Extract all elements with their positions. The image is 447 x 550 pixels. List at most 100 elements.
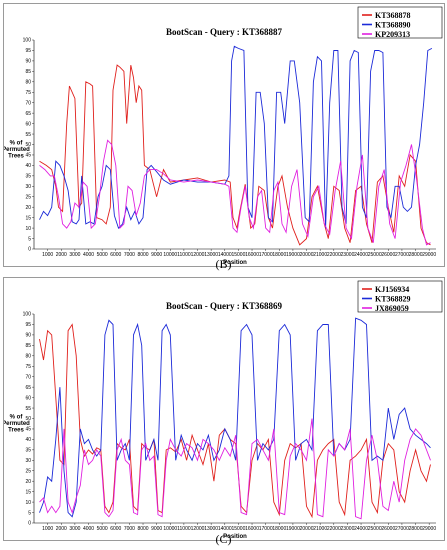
series-line-jx869059 <box>39 418 431 520</box>
legend-box <box>357 6 443 39</box>
x-tick-label: 10000 <box>163 526 177 532</box>
legend-label: KT368829 <box>375 295 411 304</box>
legend-box <box>357 280 443 313</box>
x-tick-label: 24000 <box>354 526 368 532</box>
y-tick-label: 65 <box>25 111 31 117</box>
x-tick-label: 8000 <box>137 526 148 532</box>
x-tick-label: 17000 <box>259 252 273 258</box>
chart-title: BootScan - Query : KT368887 <box>166 27 282 37</box>
bootscan-chart-c: BootScan - Query : KT368869 0 5 10 15 20 25 30 3… <box>4 280 443 540</box>
x-tick-label: 16000 <box>245 252 259 258</box>
x-tick-label: 25000 <box>368 526 382 532</box>
y-tick-label: 25 <box>25 468 31 474</box>
x-tick-label: 18000 <box>272 526 286 532</box>
x-tick-label: 18000 <box>272 252 286 258</box>
x-tick-label: 13000 <box>204 252 218 258</box>
x-tick-label: 28000 <box>409 252 423 258</box>
y-tick-label: 25 <box>25 194 31 200</box>
y-tick-label: 0 <box>28 521 31 527</box>
y-tick-label: 80 <box>25 80 31 86</box>
x-tick-label: 20000 <box>300 252 314 258</box>
y-tick-label: 35 <box>25 174 31 180</box>
x-tick-label: 1000 <box>42 526 53 532</box>
x-tick-label: 22000 <box>327 526 341 532</box>
y-tick-label: 40 <box>25 437 31 443</box>
y-tick-label: 60 <box>25 121 31 127</box>
x-tick-label: 20000 <box>300 526 314 532</box>
y-tick-label: 55 <box>25 406 31 412</box>
y-axis-label: % of Permuted Trees <box>4 415 30 434</box>
y-tick-label: 45 <box>25 427 31 433</box>
y-tick-label: 70 <box>25 100 31 106</box>
x-tick-label: 21000 <box>313 526 327 532</box>
panel-caption: (B) <box>215 257 232 271</box>
x-tick-label: 19000 <box>286 252 300 258</box>
y-tick-label: 100 <box>23 312 32 318</box>
x-tick-label: 15000 <box>231 252 245 258</box>
y-tick-label: 100 <box>23 38 32 44</box>
x-tick-label: 21000 <box>313 252 327 258</box>
series-line-kt368829 <box>39 317 431 518</box>
x-tick-label: 2000 <box>56 252 67 258</box>
y-tick-label: 20 <box>25 479 31 485</box>
panel-b: BootScan - Query : KT368887 0 5 10 15 20 25 30 3… <box>3 3 445 271</box>
y-tick-label: 55 <box>25 132 31 138</box>
y-tick-label: 45 <box>25 153 31 159</box>
x-tick-label: 27000 <box>395 252 409 258</box>
panel-c: BootScan - Query : KT368869 0 5 10 15 20 25 30 3… <box>0 275 447 550</box>
y-tick-label: 10 <box>25 500 31 506</box>
y-tick-label: 0 <box>28 247 31 253</box>
y-tick-label: 90 <box>25 59 31 65</box>
chart-title: BootScan - Query : KT368869 <box>166 301 282 311</box>
x-tick-label: 8000 <box>137 252 148 258</box>
legend-label: KJ156934 <box>375 285 409 294</box>
x-tick-label: 1000 <box>42 252 53 258</box>
x-tick-label: 10000 <box>163 252 177 258</box>
x-tick-label: 19000 <box>286 526 300 532</box>
series-line-kp209313 <box>39 139 431 246</box>
legend-label: KP209313 <box>375 30 410 39</box>
x-tick-label: 22000 <box>327 252 341 258</box>
x-axis-label: Position <box>223 260 247 266</box>
x-tick-label: 4000 <box>83 252 94 258</box>
x-tick-label: 14000 <box>218 526 232 532</box>
x-tick-label: 23000 <box>340 526 354 532</box>
x-tick-label: 29000 <box>422 526 436 532</box>
series-line-kt368878 <box>39 64 431 246</box>
x-tick-label: 24000 <box>354 252 368 258</box>
y-axis-label: % of Permuted Trees <box>4 141 30 160</box>
y-tick-label: 40 <box>25 163 31 169</box>
y-tick-label: 95 <box>25 48 31 54</box>
legend-label: JX869059 <box>375 304 409 313</box>
y-tick-label: 60 <box>25 395 31 401</box>
x-tick-label: 27000 <box>395 526 409 532</box>
y-tick-label: 10 <box>25 226 31 232</box>
x-tick-label: 23000 <box>340 252 354 258</box>
y-tick-label: 50 <box>25 416 31 422</box>
x-tick-label: 9000 <box>151 252 162 258</box>
x-tick-label: 6000 <box>110 526 121 532</box>
x-tick-label: 29000 <box>422 252 436 258</box>
x-tick-label: 26000 <box>381 252 395 258</box>
x-tick-label: 17000 <box>259 526 273 532</box>
legend-label: KT368878 <box>375 11 411 20</box>
x-tick-label: 2000 <box>56 526 67 532</box>
chart-frame: BootScan - Query : KT368869 0 5 10 15 20 25 30 3… <box>3 277 445 541</box>
x-tick-label: 15000 <box>231 526 245 532</box>
x-tick-label: 7000 <box>124 526 135 532</box>
x-tick-label: 3000 <box>69 526 80 532</box>
bootscan-chart-b: BootScan - Query : KT368887 0 5 10 15 20 25 30 3… <box>4 6 443 266</box>
legend-label: KT368890 <box>375 21 411 30</box>
series-line-kj156934 <box>39 323 431 519</box>
y-tick-label: 75 <box>25 90 31 96</box>
y-tick-label: 80 <box>25 354 31 360</box>
x-tick-label: 13000 <box>204 526 218 532</box>
panel-caption: (C) <box>215 532 232 546</box>
y-tick-label: 50 <box>25 142 31 148</box>
x-tick-label: 5000 <box>97 526 108 532</box>
y-tick-label: 15 <box>25 215 31 221</box>
x-tick-label: 16000 <box>245 526 259 532</box>
y-tick-label: 90 <box>25 333 31 339</box>
y-tick-label: 20 <box>25 205 31 211</box>
x-tick-label: 12000 <box>191 526 205 532</box>
